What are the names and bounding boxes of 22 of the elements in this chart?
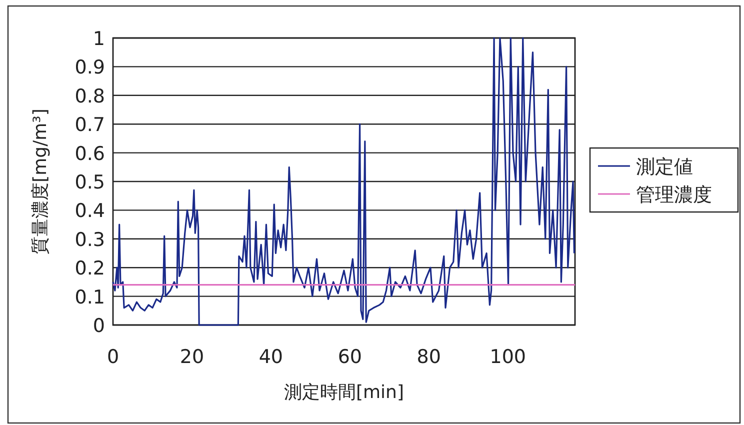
x-axis-title: 測定時間[min] xyxy=(284,382,404,403)
x-tick-label: 0 xyxy=(106,346,120,368)
x-tick-label: 60 xyxy=(338,346,362,368)
legend-label: 測定値 xyxy=(636,156,693,178)
y-axis-title: 質量濃度[mg/m³] xyxy=(30,108,51,254)
x-tick-label: 100 xyxy=(490,346,526,368)
y-tick-label: 0.7 xyxy=(74,114,105,136)
y-tick-label: 0.1 xyxy=(74,286,105,308)
y-tick-label: 0.2 xyxy=(74,258,105,280)
y-tick-label: 0.8 xyxy=(74,85,105,108)
y-tick-label: 0 xyxy=(92,315,105,337)
y-tick-label: 1 xyxy=(92,28,105,50)
y-tick-label: 0.5 xyxy=(74,172,105,194)
y-tick-label: 0.3 xyxy=(74,228,105,251)
y-tick-label: 0.6 xyxy=(74,142,105,165)
y-tick-label: 0.4 xyxy=(74,200,105,222)
x-tick-label: 40 xyxy=(258,346,284,368)
x-tick-label: 20 xyxy=(180,346,204,368)
legend-label: 管理濃度 xyxy=(636,184,712,206)
x-tick-label: 80 xyxy=(416,346,441,368)
y-tick-label: 0.9 xyxy=(74,56,105,79)
line-series xyxy=(112,37,576,326)
